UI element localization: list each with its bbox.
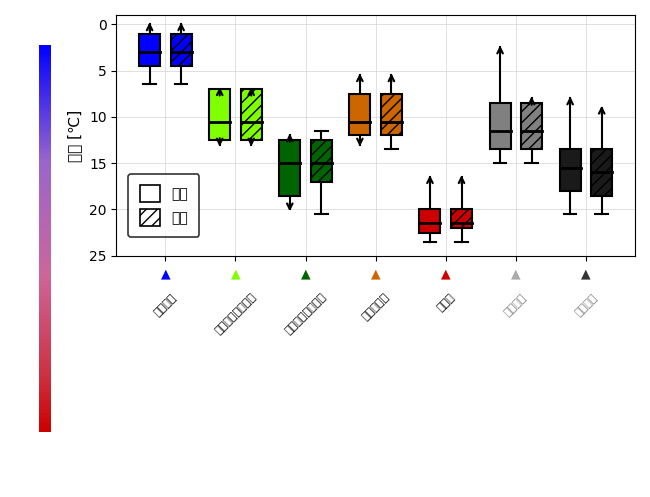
Text: 冷温帯落葉広葉樹: 冷温帯落葉広葉樹 bbox=[213, 292, 258, 336]
Bar bbox=[280, 140, 300, 196]
Legend: 母樹, 稚樹: 母樹, 稚樹 bbox=[129, 174, 200, 237]
Text: ▲: ▲ bbox=[161, 268, 170, 281]
Bar bbox=[209, 89, 230, 140]
Text: ▲: ▲ bbox=[301, 268, 310, 281]
Bar bbox=[521, 103, 542, 149]
Bar bbox=[170, 33, 192, 66]
Bar bbox=[311, 140, 332, 182]
Bar bbox=[489, 103, 511, 149]
Text: ▲: ▲ bbox=[511, 268, 521, 281]
Text: 温帯針葉樹: 温帯針葉樹 bbox=[360, 292, 391, 323]
Text: ▲: ▲ bbox=[581, 268, 591, 281]
Text: ▲: ▲ bbox=[231, 268, 240, 281]
Bar bbox=[560, 149, 580, 191]
Y-axis label: 気温 [℃]: 気温 [℃] bbox=[67, 109, 82, 162]
Text: 暖温帯常緑広葉樹: 暖温帯常緑広葉樹 bbox=[283, 292, 328, 336]
Text: 亜高山帯: 亜高山帯 bbox=[153, 292, 178, 318]
Bar bbox=[592, 149, 612, 196]
Text: 常緑つる: 常緑つる bbox=[573, 292, 599, 318]
Bar bbox=[139, 33, 160, 66]
Bar bbox=[381, 94, 402, 135]
Bar bbox=[349, 94, 370, 135]
Bar bbox=[240, 89, 262, 140]
Bar bbox=[451, 210, 472, 228]
Bar bbox=[419, 210, 441, 233]
Text: ▲: ▲ bbox=[441, 268, 450, 281]
Text: ▲: ▲ bbox=[371, 268, 380, 281]
Text: 落葉つる: 落葉つる bbox=[503, 292, 528, 318]
Text: 亜熱帯: 亜熱帯 bbox=[436, 292, 456, 313]
